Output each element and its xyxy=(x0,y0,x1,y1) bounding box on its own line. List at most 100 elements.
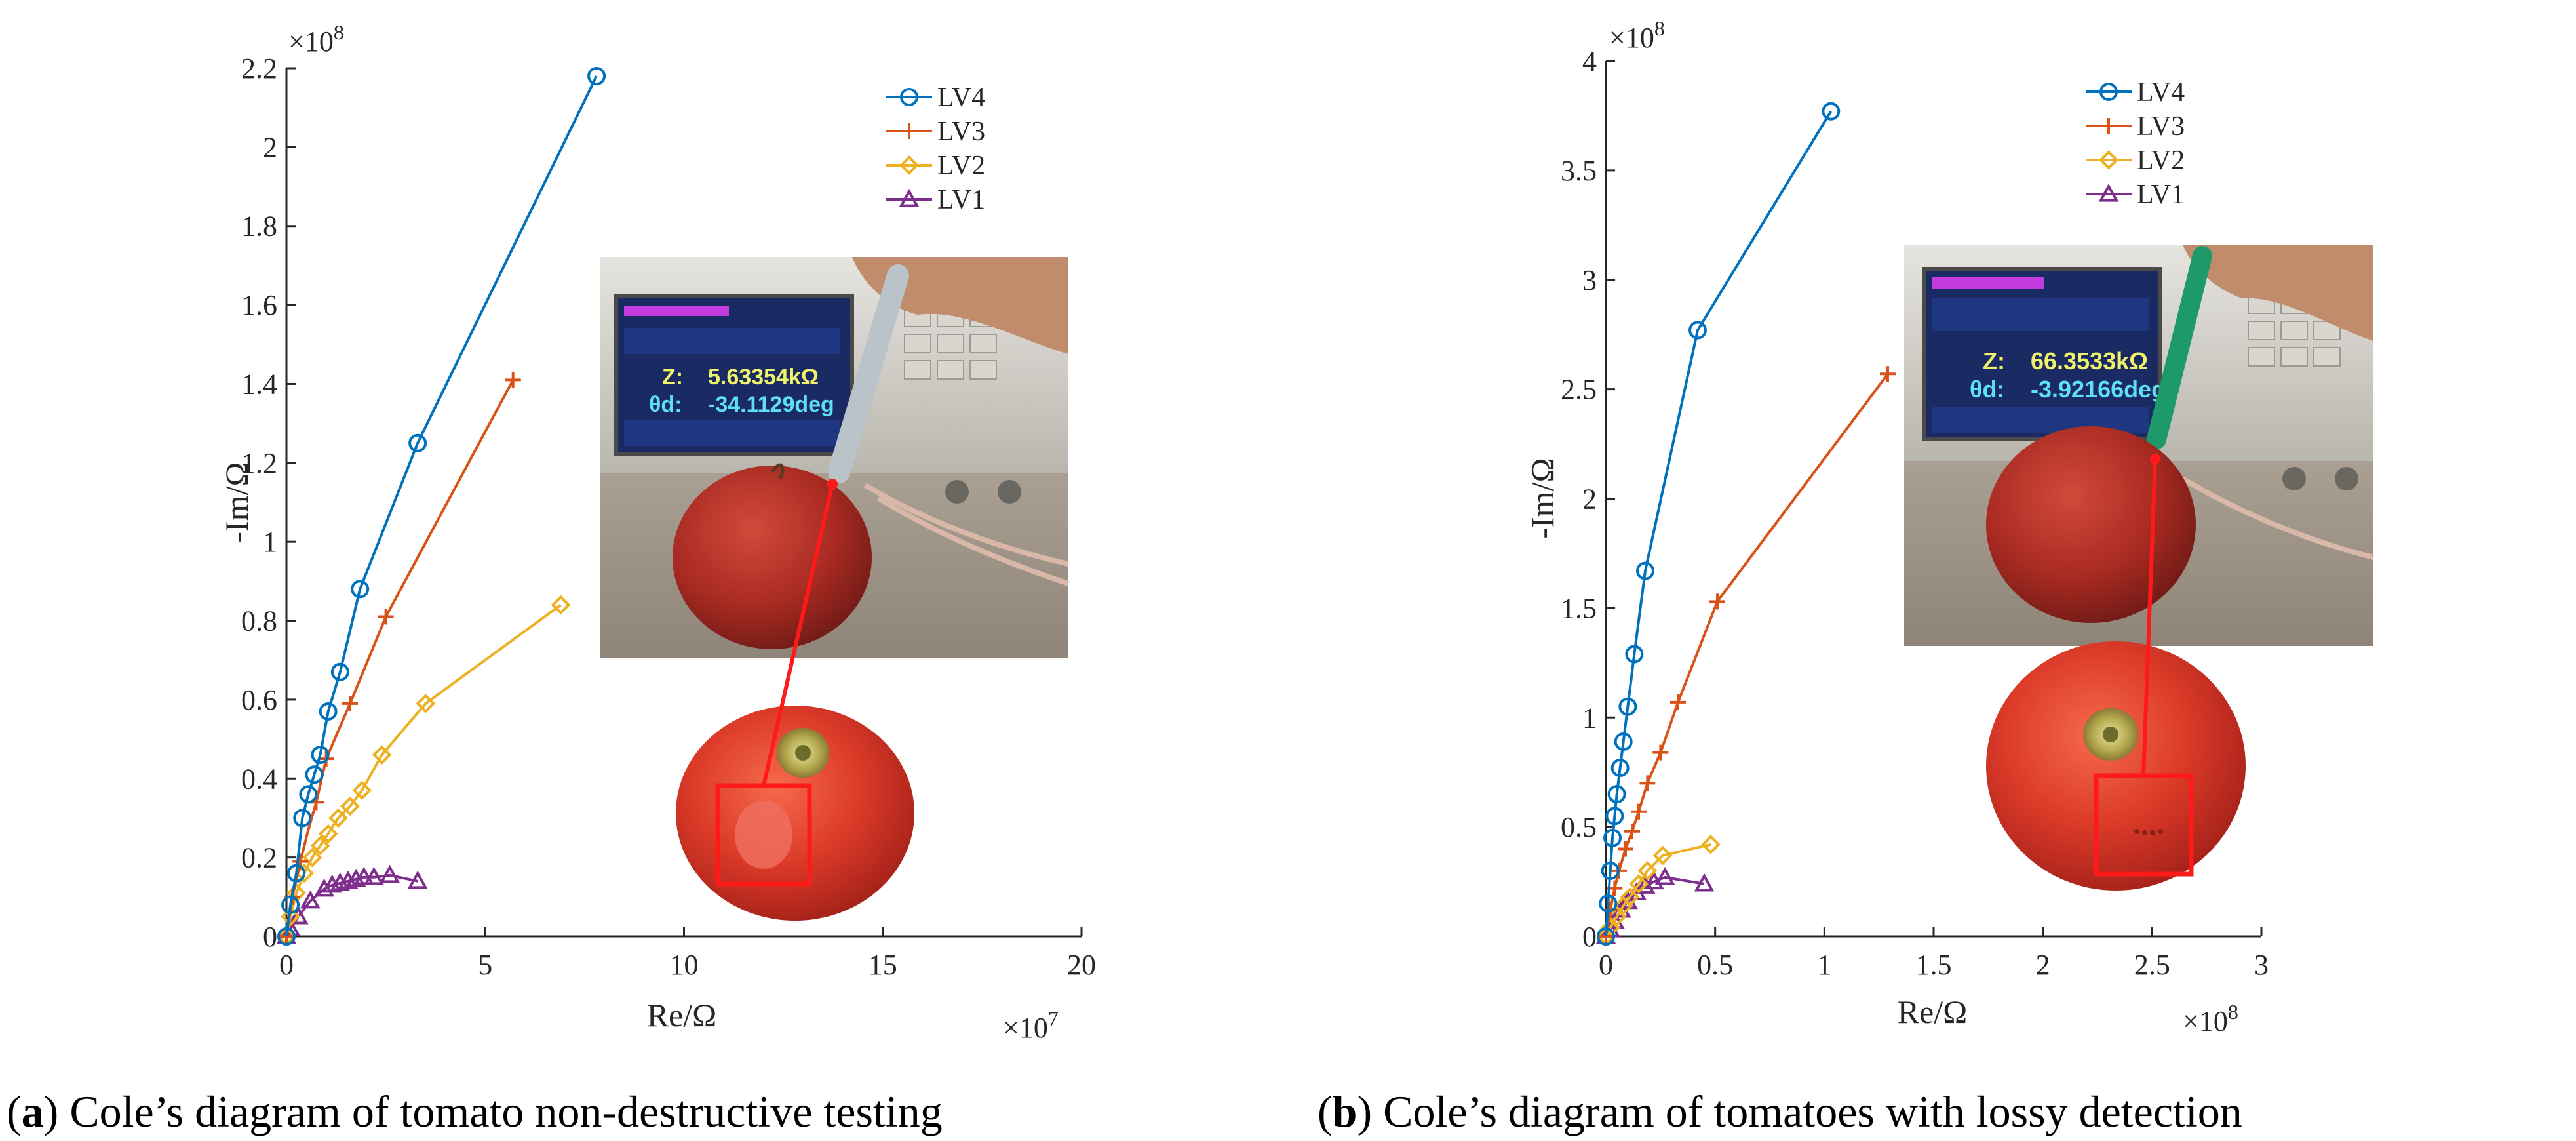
panel-b-series-lv2-point xyxy=(1620,887,1640,907)
panel-b-x-tick-label: 2 xyxy=(2036,949,2050,981)
panel-b-x-multiplier: ×108 xyxy=(2183,1000,2238,1037)
panel-b-series-lv4-point xyxy=(1597,927,1615,946)
panel-a-legend-label: LV3 xyxy=(937,117,985,147)
panel-a-y-tick-label: 2.2 xyxy=(241,52,277,85)
panel-b-x-ticks: 0 0.5 1 1.5 2 2.5 3 xyxy=(1599,927,2269,981)
panel-b-series-lv3-point xyxy=(1652,744,1669,761)
panel-b-plot-area xyxy=(1595,102,1896,946)
panel-b-inset-photo-meter: Z: 66.3533kΩ θd: -3.92166deg xyxy=(1904,245,2374,646)
panel-b-y-tick-label: 2 xyxy=(1582,483,1597,515)
panel-a-series-lv4-point xyxy=(305,765,324,784)
panel-b-caption: (b) Cole’s diagram of tomatoes with loss… xyxy=(1317,1087,2242,1136)
panel-a-y-tick-label: 0.8 xyxy=(241,605,277,637)
panel-b-legend-item-lv1: LV1 xyxy=(2086,180,2185,210)
panel-b-y-tick-label: 4 xyxy=(1582,45,1597,77)
panel-b-series-lv4-point xyxy=(1625,645,1644,664)
panel-a-y-tick-label: 0.4 xyxy=(241,763,277,795)
panel-b-series-lv1-point xyxy=(1694,873,1715,892)
panel-a-legend-item-lv2: LV2 xyxy=(886,151,985,181)
panel-a-series-lv4-point xyxy=(311,746,330,765)
panel-b-x-tick-label: 1.5 xyxy=(1916,949,1952,981)
panel-a-series-lv4-point xyxy=(281,895,300,914)
panel-a-series-lv3 xyxy=(279,372,521,944)
panel-a-y-tick-label: 2 xyxy=(263,131,277,163)
panel-b-series-lv3-point xyxy=(1670,694,1686,710)
panel-b-series-lv3-point xyxy=(1880,366,1896,382)
panel-a-series-lv4-point xyxy=(408,433,427,452)
panel-b-series-lv4-line xyxy=(1605,110,1833,937)
panel-b-chart: 0 0.5 1 1.5 2 2.5 3 3.5 4 0 0.5 1 1.5 2 2.5 3 ×108 ×10… xyxy=(1317,16,2374,1136)
panel-a-series-lv4 xyxy=(277,67,606,946)
panel-a-series-lv2-point xyxy=(340,796,360,816)
panel-a-legend-marker xyxy=(900,88,918,106)
panel-b-series-lv3-point xyxy=(1618,841,1633,857)
panel-b-y-tick-label: 1.5 xyxy=(1561,592,1597,624)
panel-a-legend-marker xyxy=(899,188,920,207)
panel-b-y-tick-label: 1 xyxy=(1582,702,1597,734)
panel-b-legend-label: LV1 xyxy=(2137,180,2185,210)
panel-a-plot-area xyxy=(276,67,606,946)
panel-a-series-lv1-point xyxy=(407,870,428,889)
panel-a-series-lv1-point xyxy=(314,878,335,897)
panel-a-x-tick-label: 10 xyxy=(670,949,699,981)
panel-a-series-lv2-point xyxy=(302,847,322,868)
panel-a-series-lv4-point xyxy=(351,580,370,599)
panel-b-pointer-line xyxy=(2141,458,2157,776)
panel-a-inset-theta-label: θd: xyxy=(649,392,682,417)
panel-a-legend: LV4 LV3 LV2 LV1 xyxy=(886,83,985,215)
panel-b-inset-z-label: Z: xyxy=(1983,348,2005,374)
panel-b-y-multiplier: ×108 xyxy=(1609,16,1665,54)
panel-a-inset-photo-tomato xyxy=(676,479,914,921)
panel-a-series-lv2 xyxy=(277,595,571,946)
panel-b-inset-z-value: 66.3533kΩ xyxy=(2031,348,2148,374)
panel-a-series-lv4-line xyxy=(285,75,598,937)
panel-a-legend-marker xyxy=(899,155,919,175)
panel-a-legend-item-lv4: LV4 xyxy=(886,83,985,113)
panel-a-legend-label: LV1 xyxy=(937,185,985,215)
panel-b-series-lv4-point xyxy=(1607,785,1626,804)
panel-b-series-lv2-point xyxy=(1629,874,1649,894)
panel-a-series-lv4-point xyxy=(319,702,338,721)
panel-b-series-lv1-point xyxy=(1654,866,1675,885)
panel-b-series-lv4-point xyxy=(1610,759,1630,778)
panel-a-series-lv4-point xyxy=(293,809,312,828)
panel-a-x-ticks: 0 5 10 15 20 xyxy=(279,927,1096,981)
panel-a-chart: 00.20.40.60.811.21.41.61.822.2 0 5 10 15 20 … xyxy=(7,20,1096,1136)
panel-a-caption: (a) Cole’s diagram of tomato non-destruc… xyxy=(7,1087,943,1136)
panel-a-series-lv3-point xyxy=(342,695,359,711)
panel-b-legend-item-lv2: LV2 xyxy=(2086,146,2185,176)
panel-b-legend-marker xyxy=(2101,118,2117,134)
panel-b-legend-marker xyxy=(2099,150,2118,170)
panel-b-x-tick-label: 1 xyxy=(1817,949,1831,981)
panel-b-series-lv4-point xyxy=(1822,102,1841,121)
panel-b-x-tick-label: 0 xyxy=(1599,949,1613,981)
panel-a-y-tick-label: 1 xyxy=(263,526,277,558)
panel-b-y-tick-label: 0.5 xyxy=(1561,811,1597,843)
panel-b-y-tick-label: 2.5 xyxy=(1561,374,1597,406)
panel-a-y-tick-label: 1.6 xyxy=(241,289,277,321)
panel-b-y-tick-label: 3 xyxy=(1582,264,1597,296)
panel-b-y-ticks: 0 0.5 1 1.5 2 2.5 3 3.5 4 xyxy=(1561,45,1615,953)
panel-a-series-lv4-point xyxy=(277,927,296,946)
panel-b-series-lv4-point xyxy=(1601,861,1620,880)
panel-a-x-tick-label: 5 xyxy=(478,949,492,981)
panel-a-x-tick-label: 0 xyxy=(279,949,294,981)
panel-a-series-lv3-point xyxy=(505,372,521,388)
panel-a-series-lv2-point xyxy=(416,694,436,713)
panel-a-pointer-line xyxy=(762,483,834,786)
panel-a-series-lv2-point xyxy=(318,824,338,844)
panel-a-series-lv2-point xyxy=(352,780,372,801)
panel-a-inset-z-label: Z: xyxy=(662,365,683,390)
panel-b-legend-label: LV3 xyxy=(2137,111,2185,142)
panel-b-series-lv3-line xyxy=(1605,373,1889,937)
panel-b-series-lv3-point xyxy=(1639,775,1656,791)
panel-b-series-lv4-point xyxy=(1636,561,1654,580)
panel-a-series-lv2-point xyxy=(328,808,348,828)
panel-a-series-lv1-point xyxy=(288,906,309,925)
panel-b-legend-marker xyxy=(2098,183,2119,202)
panel-b-x-label: Re/Ω xyxy=(1898,993,1968,1030)
panel-a-series-lv4-point xyxy=(287,864,306,883)
panel-a-series-lv2-point xyxy=(372,745,392,765)
